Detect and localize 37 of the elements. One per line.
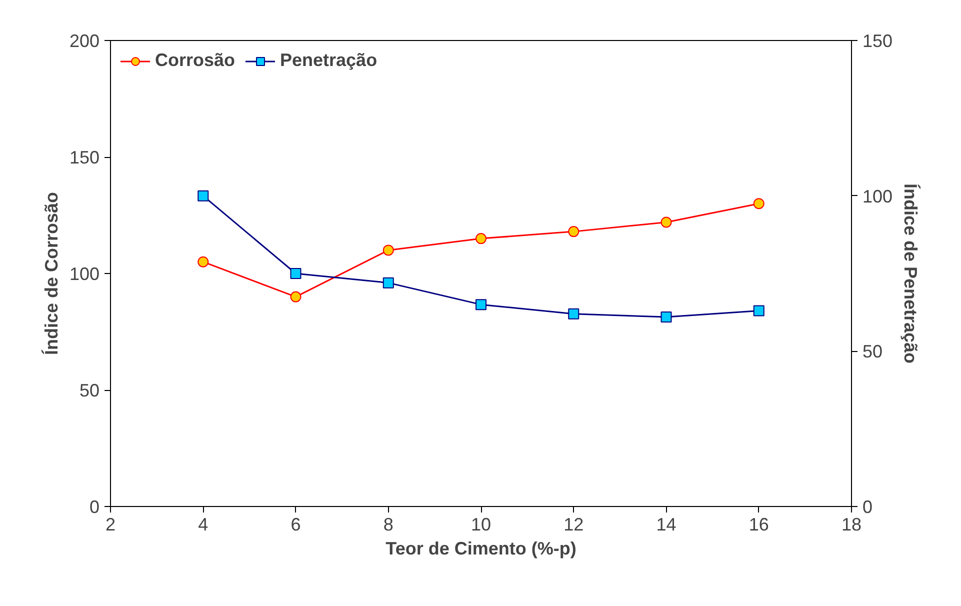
- y-tick-label: 150: [69, 148, 100, 168]
- legend-label: Penetração: [280, 50, 378, 71]
- point: [290, 268, 302, 279]
- x-tick-label: 18: [841, 514, 862, 534]
- y-tick-label: 200: [69, 31, 100, 51]
- point: [198, 256, 209, 268]
- x-tick-label: 10: [470, 514, 492, 534]
- legend-label: Corrosão: [155, 50, 236, 71]
- point: [660, 311, 672, 322]
- x-tick-label: 4: [198, 514, 208, 534]
- x-tick-label: 14: [656, 514, 676, 534]
- point: [290, 291, 302, 302]
- y-axis-title: Índice de Corrosão: [41, 192, 62, 356]
- x-tick-label: 2: [105, 514, 116, 534]
- y-tick-label: 0: [89, 497, 100, 517]
- point: [660, 216, 672, 228]
- y2-tick-label: 0: [862, 497, 873, 517]
- y2-axis-title: Índice de Penetração: [900, 183, 921, 364]
- point: [753, 198, 764, 210]
- point: [753, 305, 764, 316]
- y2-tick-label: 100: [862, 186, 893, 206]
- x-tick-label: 6: [290, 514, 301, 534]
- point: [382, 277, 394, 288]
- y-tick-label: 50: [79, 380, 100, 400]
- y2-tick-label: 150: [862, 31, 893, 51]
- point: [476, 233, 486, 244]
- x-tick-label: 8: [383, 514, 394, 534]
- point: [382, 244, 394, 256]
- point: [198, 190, 209, 202]
- x-tick-label: 12: [564, 514, 584, 534]
- x-tick-label: 16: [748, 514, 769, 534]
- x-axis-title: Teor de Cimento (%-p): [386, 538, 576, 558]
- point: [476, 299, 486, 310]
- y-tick-label: 100: [69, 264, 100, 284]
- point: [568, 226, 580, 238]
- point: [568, 308, 580, 320]
- y2-tick-label: 50: [862, 342, 883, 362]
